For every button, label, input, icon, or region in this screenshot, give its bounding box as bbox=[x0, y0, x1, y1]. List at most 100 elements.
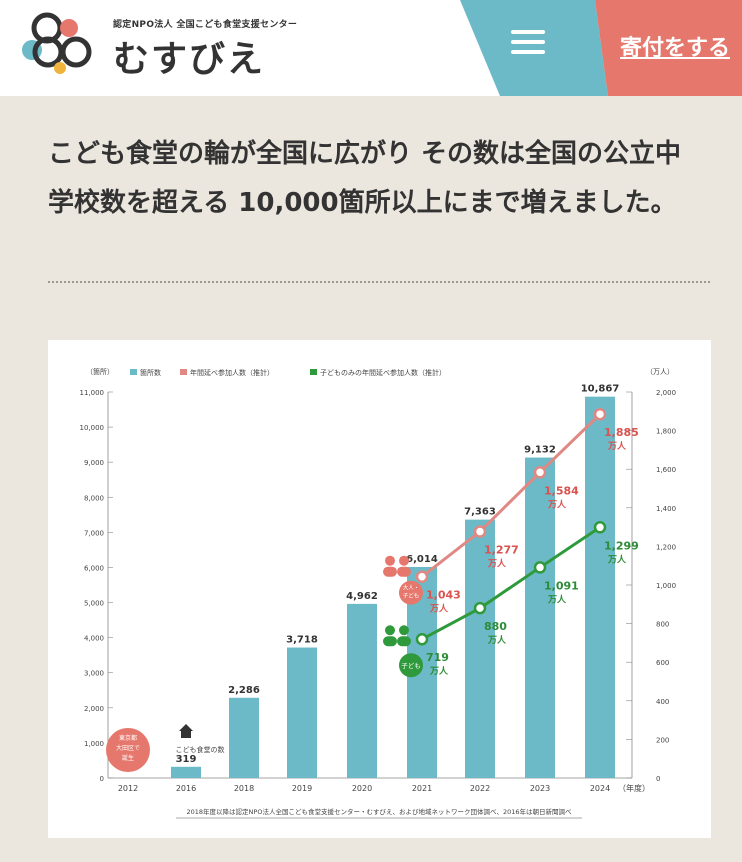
left-tick-label: 2,000 bbox=[84, 705, 104, 713]
right-axis-unit: （万人） bbox=[646, 368, 674, 376]
bar-value-label: 3,718 bbox=[286, 635, 318, 646]
right-tick-label: 1,600 bbox=[656, 466, 676, 474]
series-value-label: 1,277 bbox=[484, 544, 519, 557]
series-value-label: 1,584 bbox=[544, 484, 579, 497]
bar bbox=[585, 396, 615, 778]
child-badge-circle bbox=[399, 653, 423, 678]
x-tick-label: 2012 bbox=[118, 784, 138, 793]
house-body-icon bbox=[181, 731, 191, 738]
right-tick-label: 1,400 bbox=[656, 505, 676, 513]
left-tick-label: 9,000 bbox=[84, 459, 104, 467]
hamburger-menu-icon[interactable] bbox=[505, 24, 551, 64]
page-headline: こども食堂の輪が全国に広がり その数は全国の公立中 学校数を超える 10,000… bbox=[48, 130, 708, 228]
right-tick-label: 1,000 bbox=[656, 582, 676, 590]
bar bbox=[347, 603, 377, 778]
x-tick-label: 2020 bbox=[352, 784, 372, 793]
series-point bbox=[593, 407, 607, 421]
adult-child-badge-text: 子ども bbox=[403, 592, 420, 600]
legend-label: 子どものみの年間延べ参加人数（推計） bbox=[320, 368, 446, 377]
chart-card: （箇所） （万人） （年度） 箇所数 年間延べ参加人数（推計） 子どものみの年間延べ参加人… bbox=[48, 340, 711, 838]
x-axis-unit: （年度） bbox=[618, 783, 650, 793]
right-tick-label: 0 bbox=[656, 775, 660, 783]
right-tick-label: 1,800 bbox=[656, 428, 676, 436]
x-tick-label: 2016 bbox=[176, 784, 196, 793]
series-point bbox=[593, 521, 607, 534]
person-body-icon bbox=[397, 566, 411, 577]
left-tick-label: 10,000 bbox=[80, 424, 105, 432]
org-subtitle: 認定NPO法人 全国こども食堂支援センター bbox=[113, 20, 298, 30]
chart-footnote: 2018年度以降は認定NPO法人全国こども食堂支援センター・むすびえ、および地域… bbox=[187, 807, 572, 816]
headline-line-1: こども食堂の輪が全国に広がり その数は全国の公立中 bbox=[48, 139, 682, 169]
bar-value-label: 10,867 bbox=[581, 384, 620, 395]
dotted-divider bbox=[48, 281, 710, 283]
left-tick-label: 4,000 bbox=[84, 635, 104, 643]
musubie-logo-icon[interactable] bbox=[18, 8, 98, 90]
bar-value-label: 319 bbox=[176, 754, 197, 765]
bar-value-label: 9,132 bbox=[524, 445, 556, 456]
left-tick-label: 1,000 bbox=[84, 740, 104, 748]
left-tick-label: 5,000 bbox=[84, 600, 104, 608]
series-line bbox=[421, 526, 601, 641]
site-header: 認定NPO法人 全国こども食堂支援センター むすびえ 寄付をする bbox=[0, 0, 742, 96]
child-head-icon bbox=[385, 625, 395, 636]
donate-button[interactable]: 寄付をする bbox=[620, 36, 731, 61]
bar bbox=[287, 647, 317, 778]
bar bbox=[465, 519, 495, 778]
birth-badge-circle bbox=[106, 728, 150, 772]
series-value-label: 1,885 bbox=[604, 426, 639, 439]
bar-value-label: 7,363 bbox=[464, 507, 496, 518]
headline-line-2: 学校数を超える 10,000箇所以上にまで増えました。 bbox=[48, 188, 677, 218]
kodomo-shokudo-count-label: こども食堂の数 bbox=[176, 745, 225, 754]
right-tick-label: 800 bbox=[656, 621, 669, 629]
right-tick-label: 2,000 bbox=[656, 389, 676, 397]
series-unit-label: 万人 bbox=[487, 558, 507, 570]
left-tick-label: 6,000 bbox=[84, 564, 104, 572]
series-value-label: 719 bbox=[426, 651, 449, 664]
right-tick-label: 200 bbox=[656, 736, 669, 744]
series-point bbox=[473, 525, 487, 538]
x-tick-label: 2018 bbox=[234, 784, 254, 793]
legend-swatch bbox=[310, 369, 317, 375]
x-tick-label: 2019 bbox=[292, 784, 312, 793]
x-tick-label: 2023 bbox=[530, 784, 550, 793]
series-point bbox=[473, 601, 487, 615]
adult-child-badge-text: 大人・ bbox=[403, 584, 420, 592]
series-value-label: 1,299 bbox=[604, 539, 639, 552]
legend-swatch bbox=[130, 369, 137, 375]
bar-value-label: 2,286 bbox=[228, 685, 260, 696]
child-body-icon bbox=[383, 636, 397, 647]
series-unit-label: 万人 bbox=[607, 440, 627, 452]
series-unit-label: 万人 bbox=[487, 634, 507, 646]
series-point bbox=[415, 632, 429, 646]
bar-value-label: 4,962 bbox=[346, 591, 378, 602]
series-unit-label: 万人 bbox=[429, 603, 449, 615]
adult-child-badge-circle bbox=[399, 580, 423, 605]
legend-swatch bbox=[180, 369, 187, 375]
left-tick-label: 7,000 bbox=[84, 529, 104, 537]
birth-badge-text: 大田区で bbox=[116, 744, 140, 752]
left-tick-label: 8,000 bbox=[84, 494, 104, 502]
house-roof-icon bbox=[179, 724, 193, 731]
series-point bbox=[533, 466, 547, 479]
series-unit-label: 万人 bbox=[607, 553, 627, 565]
right-tick-label: 1,200 bbox=[656, 543, 676, 551]
series-value-label: 1,043 bbox=[426, 589, 461, 602]
series-point bbox=[415, 570, 429, 583]
person-head-icon bbox=[385, 555, 395, 566]
child-body-icon bbox=[397, 636, 411, 647]
birth-badge-text: 東京都 bbox=[119, 734, 137, 742]
left-tick-label: 3,000 bbox=[84, 670, 104, 678]
child-badge-text: 子ども bbox=[401, 662, 421, 670]
bar bbox=[229, 697, 259, 778]
growth-chart: （箇所） （万人） （年度） 箇所数 年間延べ参加人数（推計） 子どものみの年間延べ参加人… bbox=[80, 367, 676, 819]
x-tick-label: 2022 bbox=[470, 784, 490, 793]
bar bbox=[525, 457, 555, 778]
series-unit-label: 万人 bbox=[547, 498, 567, 510]
person-head-icon bbox=[399, 555, 409, 566]
x-tick-label: 2024 bbox=[590, 784, 610, 793]
bar-value-label: 6,014 bbox=[406, 554, 438, 565]
right-tick-label: 400 bbox=[656, 698, 669, 706]
left-tick-label: 11,000 bbox=[80, 389, 105, 397]
bar bbox=[171, 766, 201, 778]
series-unit-label: 万人 bbox=[429, 665, 449, 677]
